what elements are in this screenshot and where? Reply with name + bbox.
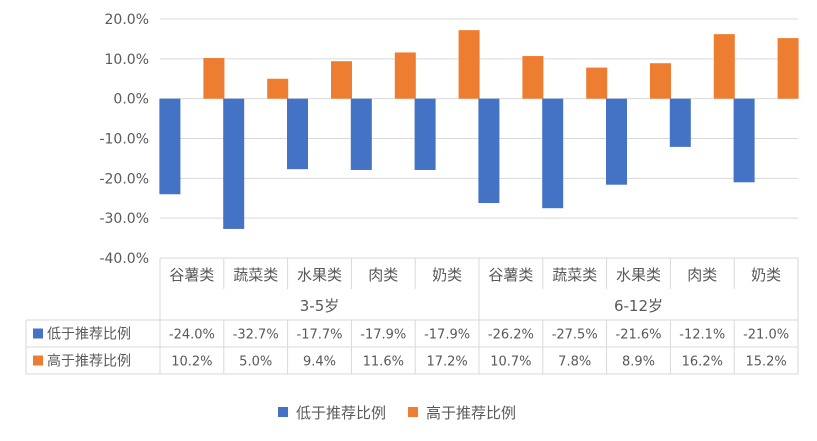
bar-below-recommended [223,98,245,229]
category-label: 肉类 [368,266,398,284]
category-label: 奶类 [432,266,462,284]
y-tick-label: -30.0% [99,211,149,227]
bars [159,30,799,229]
data-table: 谷薯类 蔬菜类 水果类 肉类 奶类 谷薯类 蔬菜类 水果类 肉类 奶类 3-5岁 6-12岁低于推荐比… [25,257,799,375]
legend-entry: 低于推荐比例 [296,404,386,422]
data-label: 7.8% [558,355,591,370]
bar-above-recommended [522,56,544,99]
data-label: -21.6% [616,328,662,343]
y-tick-label: -10.0% [99,132,149,148]
data-label: -17.9% [424,328,470,343]
bar-above-recommended [650,63,671,99]
bar-below-recommended [414,98,436,170]
data-label: -17.9% [360,328,406,343]
bar-above-recommended [586,67,608,99]
y-tick-label: 20.0% [105,12,149,28]
bar-above-recommended [458,30,480,99]
category-label: 蔬菜类 [552,266,597,284]
data-label: 15.2% [745,355,786,370]
table-series-key [33,355,43,366]
data-label: -21.0% [743,328,789,343]
category-label: 谷薯类 [169,266,214,284]
data-label: 9.4% [303,355,336,370]
data-label: 8.9% [622,355,655,370]
table-series-key [33,328,43,339]
bar-below-recommended [350,98,372,170]
bar-above-recommended [777,38,799,99]
bar-below-recommended [159,98,181,195]
bar-below-recommended [478,98,500,204]
bar-below-recommended [287,98,308,170]
data-label: 5.0% [239,355,272,370]
category-label: 蔬菜类 [233,266,278,284]
category-label: 肉类 [687,266,717,284]
y-tick-label: 0.0% [113,92,149,108]
bar-below-recommended [669,98,691,147]
category-label: 水果类 [297,266,342,284]
y-axis: 20.0% 10.0% 0.0% -10.0% -20.0% -30.0% -40.0% [99,12,149,267]
table-series-name: 高于推荐比例 [47,353,131,370]
bar-below-recommended [733,98,755,183]
group-label: 3-5岁 [300,297,340,315]
bar-above-recommended [394,52,416,99]
legend-entry: 高于推荐比例 [426,404,516,422]
bar-below-recommended [606,98,627,185]
bar-below-recommended [542,98,564,209]
data-label: -32.7% [233,328,279,343]
category-label: 谷薯类 [488,266,533,284]
data-label: 17.2% [426,355,467,370]
y-tick-label: 10.0% [105,52,149,68]
data-label: -24.0% [169,328,215,343]
category-label: 奶类 [751,266,781,284]
data-label: -26.2% [488,328,534,343]
data-label: 10.7% [490,355,531,370]
category-label: 水果类 [616,266,661,284]
y-tick-label: -20.0% [99,171,149,187]
data-label: 11.6% [363,355,404,370]
legend-key [408,407,418,417]
y-tick-label: -40.0% [99,251,149,267]
bar-above-recommended [713,34,735,99]
data-label: -17.7% [297,328,343,343]
data-label: 10.2% [171,355,212,370]
group-label: 6-12岁 [614,297,663,315]
bar-above-recommended [267,78,289,99]
data-label: 16.2% [682,355,723,370]
legend-key [278,407,288,417]
bar-above-recommended [203,58,225,99]
table-series-name: 低于推荐比例 [47,327,131,343]
legend: 低于推荐比例 高于推荐比例 [278,404,516,422]
bar-above-recommended [331,61,352,99]
data-label: -12.1% [679,328,725,343]
data-label: -27.5% [552,328,598,343]
